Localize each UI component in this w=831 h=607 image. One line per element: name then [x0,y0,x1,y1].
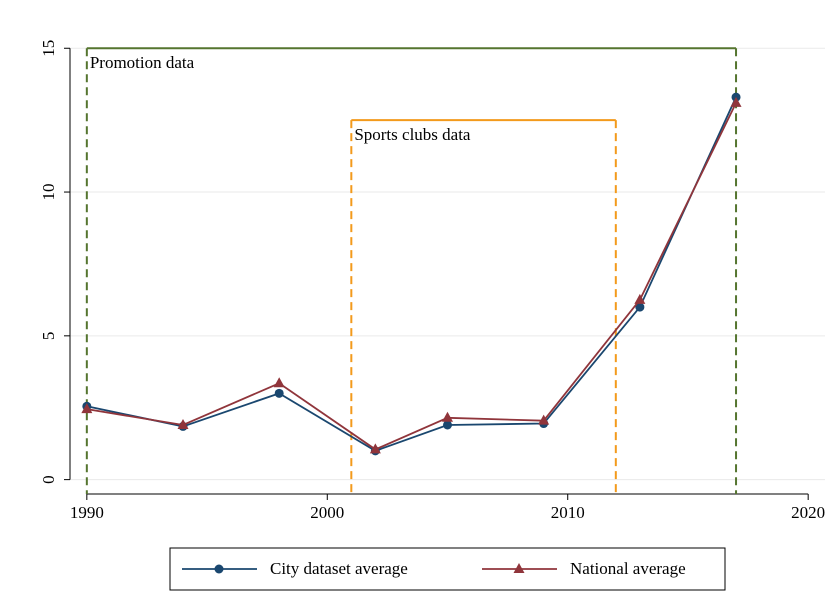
range-label: Promotion data [90,53,195,72]
point [274,388,284,398]
point [443,420,452,430]
point [635,302,645,312]
legend-box [169,547,726,591]
line [86,96,737,452]
point [442,411,453,422]
point [730,96,742,107]
point [538,414,550,425]
range-label: Sports clubs data [354,125,471,144]
legend-label: National average [570,559,686,578]
x-tick-label: 1990 [70,503,104,522]
y-tick-label: 5 [39,332,58,341]
x-tick-label: 2020 [791,503,825,522]
point [177,418,189,429]
y-tick-label: 15 [39,40,58,57]
y-tick-label: 0 [39,475,58,484]
legend-label: City dataset average [270,559,408,578]
point [369,443,381,454]
x-tick-label: 2010 [551,503,585,522]
legend-marker [513,563,525,573]
y-tick-label: 10 [39,184,58,201]
line [86,102,737,451]
point [273,377,285,388]
point [634,293,646,304]
x-tick-label: 2000 [310,503,344,522]
point [81,403,93,414]
legend-marker [214,564,224,574]
